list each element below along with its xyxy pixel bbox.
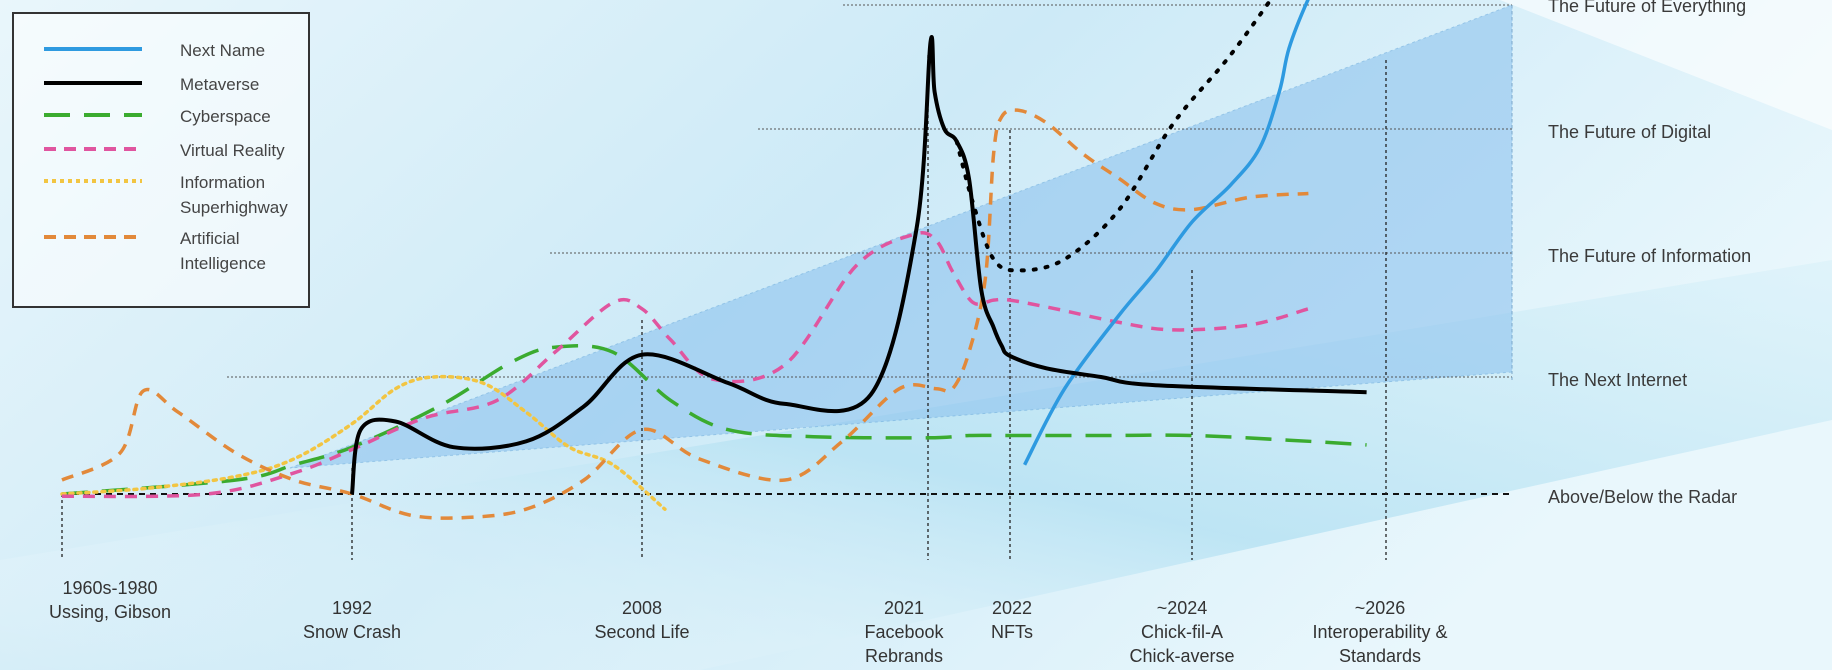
- level-label-future-of-digital: The Future of Digital: [1548, 122, 1712, 142]
- milestone-label-1960s: 1960s-1980 Ussing, Gibson: [48, 578, 172, 622]
- legend-swatch-artificial-intelligence: [44, 235, 142, 239]
- milestone-label-2026: ~2026 Interoperability & Standards: [1312, 598, 1448, 666]
- guide-lines: [61, 4, 1513, 560]
- legend-swatch-metaverse: [44, 81, 142, 85]
- milestone-label-2022: 2022 NFTs: [991, 598, 1033, 642]
- series-layer: [60, 0, 1367, 520]
- legend-label-artificial-intelligence: Artificial Intelligence: [180, 229, 267, 273]
- legend-item-artificial-intelligence: Artificial Intelligence: [44, 226, 320, 276]
- legend-item-virtual-reality: Virtual Reality: [44, 138, 320, 163]
- milestone-label-2008: 2008 Second Life: [594, 598, 690, 642]
- series-line-cyberspace: [61, 343, 1367, 496]
- legend-label-metaverse: Metaverse: [180, 75, 260, 94]
- legend-item-cyberspace: Cyberspace: [44, 104, 320, 129]
- level-label-above-below-radar: Above/Below the Radar: [1548, 487, 1738, 507]
- series-line-next-name: [1023, 0, 1310, 466]
- legend-label-next-name: Next Name: [180, 41, 266, 60]
- milestone-label-2021: 2021 Facebook Rebrands: [864, 598, 944, 666]
- milestone-label-2024: ~2024 Chick-fil-A Chick-averse: [1129, 598, 1235, 666]
- series-line-virtual-reality: [61, 231, 1309, 499]
- level-label-next-internet: The Next Internet: [1548, 370, 1688, 390]
- series-line-metaverse-projection: [954, 0, 1273, 273]
- legend-label-information-superhighway: Information Superhighway: [180, 173, 288, 217]
- series-line-artificial-intelligence: [61, 108, 1309, 520]
- legend: Next Name Metaverse Cyberspace Virtual R…: [12, 12, 310, 308]
- legend-item-metaverse: Metaverse: [44, 72, 320, 97]
- legend-label-virtual-reality: Virtual Reality: [180, 141, 285, 160]
- legend-item-next-name: Next Name: [44, 38, 320, 63]
- series-line-information-superhighway: [60, 374, 667, 511]
- series-line-metaverse: [350, 35, 1367, 495]
- legend-item-information-superhighway: Information Superhighway: [44, 170, 320, 220]
- legend-swatch-cyberspace: [44, 113, 142, 117]
- legend-label-cyberspace: Cyberspace: [180, 107, 271, 126]
- level-label-future-of-information: The Future of Information: [1548, 246, 1752, 266]
- milestone-label-1992: 1992 Snow Crash: [302, 598, 402, 642]
- background-corner-highlight: [1500, 0, 1832, 130]
- legend-swatch-next-name: [44, 47, 142, 51]
- legend-swatch-information-superhighway: [44, 179, 142, 183]
- legend-swatch-virtual-reality: [44, 147, 142, 151]
- level-label-future-of-everything: The Future of Everything: [1548, 0, 1747, 16]
